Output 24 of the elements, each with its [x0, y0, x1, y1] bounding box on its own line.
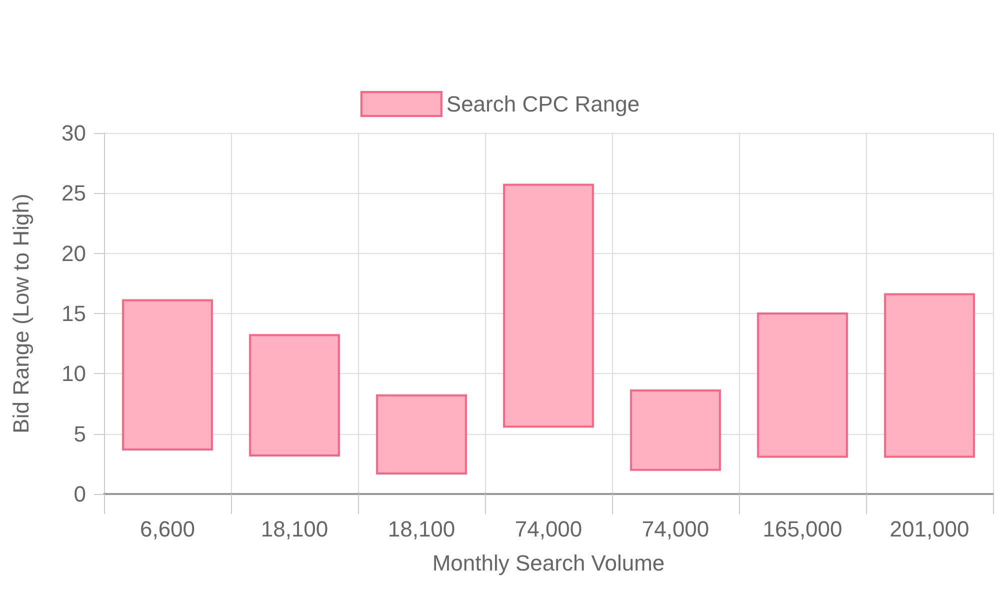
bar: [884, 293, 975, 458]
x-tick-label: 6,600: [140, 516, 196, 542]
bar: [249, 334, 340, 456]
y-tick-label: 10: [62, 361, 86, 386]
bar: [122, 299, 213, 450]
y-tick-label: 30: [62, 120, 86, 146]
legend-label: Search CPC Range: [446, 92, 640, 116]
x-tick-label: 74,000: [514, 516, 582, 542]
bar: [503, 184, 594, 428]
y-tick-label: 5: [74, 421, 86, 446]
x-tick-label: 165,000: [762, 516, 842, 542]
bar: [376, 394, 467, 475]
y-tick-label: 0: [74, 482, 86, 506]
bar: [630, 390, 721, 471]
x-axis-title: Monthly Search Volume: [432, 550, 665, 576]
x-tick-label: 74,000: [642, 516, 710, 542]
y-tick-label: 15: [62, 301, 86, 326]
x-tick-label: 18,100: [388, 516, 456, 542]
y-axis-title: Bid Range (Low to High): [8, 194, 34, 434]
y-tick-label: 20: [62, 240, 86, 266]
bar: [757, 312, 848, 458]
y-tick-label: 25: [62, 180, 86, 206]
x-tick-label: 18,100: [260, 516, 328, 542]
x-tick-label: 201,000: [890, 516, 970, 542]
